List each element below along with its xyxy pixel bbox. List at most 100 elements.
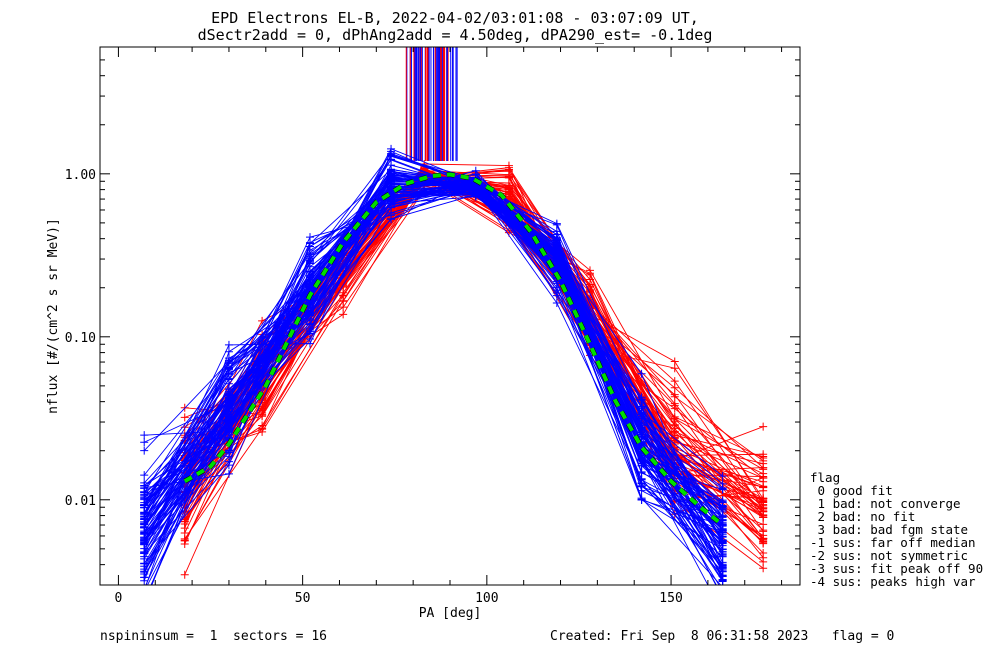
blue-series-trace <box>145 186 723 585</box>
red-series-point <box>759 477 768 486</box>
red-series-point <box>670 357 679 366</box>
blue-series-point <box>140 600 148 608</box>
blue-series-point <box>140 596 148 604</box>
blue-series-point <box>224 358 233 367</box>
blue-series-point <box>140 431 149 440</box>
legend-entry: -2 sus: not symmetric <box>810 548 968 563</box>
blue-series-point <box>718 484 727 493</box>
blue-series-point <box>552 291 561 300</box>
blue-series-point <box>471 187 480 196</box>
y-axis-label: nflux [#/(cm^2 s sr MeV)] <box>46 218 61 414</box>
blue-series-point <box>719 587 727 595</box>
red-series-point <box>586 270 594 279</box>
red-series-point <box>670 392 679 401</box>
blue-series-point <box>224 347 233 356</box>
blue-series-point <box>143 584 145 585</box>
blue-series-point <box>140 549 149 558</box>
blue-series-trace <box>143 173 724 533</box>
blue-series-point <box>306 324 314 333</box>
red-series-point <box>258 406 267 415</box>
red-series-point <box>180 536 189 545</box>
blue-series-point <box>224 391 233 400</box>
red-series-point <box>504 181 513 190</box>
legend-title: flag <box>810 470 840 485</box>
red-series-point <box>339 288 348 297</box>
blue-series-point <box>140 587 148 595</box>
blue-series-point <box>387 155 396 164</box>
red-series-point <box>180 413 189 422</box>
blue-series-point <box>306 283 314 292</box>
blue-series-point <box>387 168 396 177</box>
blue-series-point <box>718 512 727 521</box>
red-series-point <box>759 494 768 503</box>
blue-series-trace <box>143 187 724 568</box>
y-tick-label: 0.10 <box>65 331 96 346</box>
y-tick-label: 1.00 <box>65 168 96 183</box>
red-series-point <box>180 529 189 538</box>
red-series-point <box>759 538 768 547</box>
blue-series-point <box>637 427 646 436</box>
red-series-point <box>180 570 189 579</box>
legend-entry: 3 bad: bad fgm state <box>810 522 968 537</box>
flag-legend: flag 0 good fit 1 bad: not converge 2 ba… <box>810 470 983 589</box>
legend-entry: 1 bad: not converge <box>810 496 961 511</box>
blue-series-trace <box>143 183 724 580</box>
blue-series-trace <box>143 172 723 508</box>
blue-series-point <box>637 396 646 405</box>
red-series-point <box>759 557 768 566</box>
blue-series-point <box>224 379 233 388</box>
blue-series-point <box>552 234 561 243</box>
red-series-point <box>670 401 679 410</box>
blue-series-point <box>140 501 149 510</box>
blue-series-trace <box>150 182 724 585</box>
blue-series-point <box>637 496 646 505</box>
footer-left-text: nspininsum = 1 sectors = 16 <box>100 629 327 644</box>
red-series-point <box>504 167 513 176</box>
x-tick-label: 50 <box>295 591 311 606</box>
x-tick-label: 150 <box>659 591 682 606</box>
fit-curve <box>183 172 724 527</box>
blue-series-point <box>224 340 233 349</box>
red-series-point <box>670 414 679 423</box>
red-series-point <box>180 517 189 526</box>
x-tick-label: 100 <box>475 591 498 606</box>
blue-series-trace <box>143 188 723 542</box>
blue-series-point <box>719 609 727 617</box>
blue-series-point <box>637 369 646 378</box>
blue-series-point <box>637 410 646 419</box>
legend-entry: -4 sus: peaks high var <box>810 574 976 589</box>
blue-series-point <box>718 503 727 512</box>
legend-entry: -1 sus: far off median <box>810 535 976 550</box>
blue-series-point <box>306 246 314 255</box>
blue-series-trace <box>143 176 723 539</box>
fit-curve-layer <box>183 172 725 527</box>
blue-series-point <box>140 522 149 531</box>
red-series-point <box>759 422 768 431</box>
legend-entry: 2 bad: no fit <box>810 509 915 524</box>
blue-series-trace <box>143 196 724 578</box>
blue-series-point <box>140 598 148 606</box>
blue-series-point <box>224 469 233 478</box>
blue-series-point <box>718 539 727 548</box>
blue-series-point <box>224 424 233 433</box>
blue-series-point <box>719 594 727 602</box>
blue-series-point <box>552 256 561 265</box>
y-tick-label: 0.01 <box>65 494 96 509</box>
blue-series-point <box>224 412 233 421</box>
blue-series-point <box>140 494 149 503</box>
blue-series-point <box>552 227 561 236</box>
blue-series-point <box>140 438 149 447</box>
blue-series-point <box>718 472 727 481</box>
red-series-point <box>670 364 679 373</box>
legend-entry: -3 sus: fit peak off 90 <box>810 561 983 576</box>
data-traces <box>140 47 768 617</box>
chart-title-line-1: EPD Electrons EL-B, 2022-04-02/03:01:08 … <box>211 9 699 27</box>
red-series-point <box>759 450 768 459</box>
blue-series-point <box>140 471 149 480</box>
blue-series-point <box>140 587 148 595</box>
blue-series-point <box>140 533 149 542</box>
blue-series-point <box>140 446 149 455</box>
red-series-point <box>759 511 768 520</box>
blue-series-point <box>140 576 149 585</box>
x-axis-label: PA [deg] <box>419 606 482 621</box>
